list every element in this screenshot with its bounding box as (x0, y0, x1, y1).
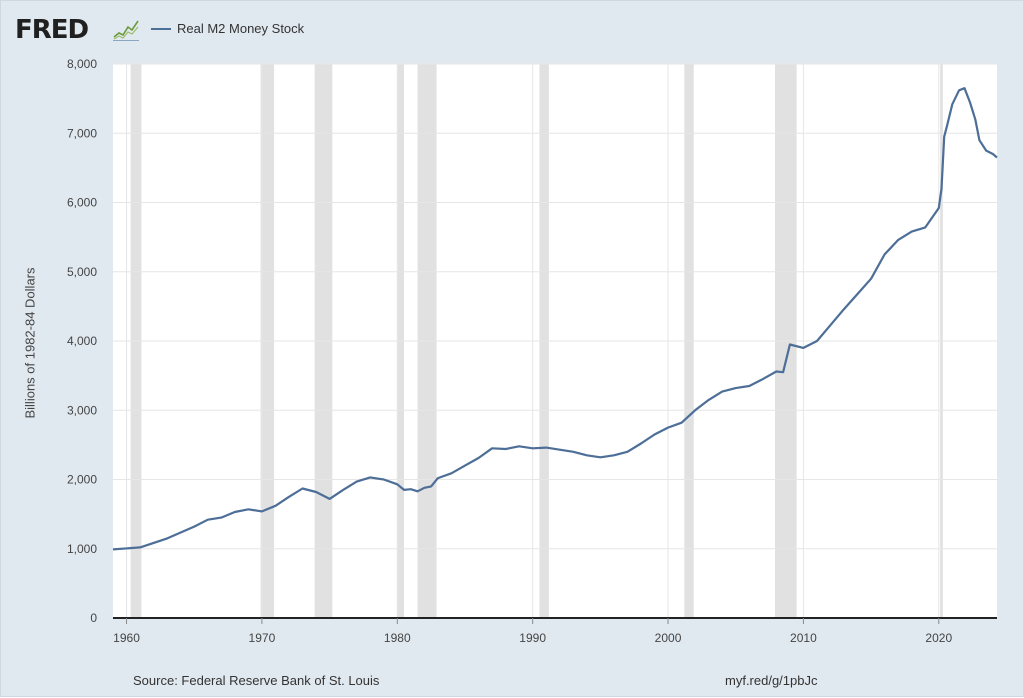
x-tick-label: 1960 (113, 631, 140, 645)
legend-swatch (151, 27, 171, 30)
y-tick-label: 2,000 (67, 473, 97, 487)
x-tick-label: 2010 (790, 631, 817, 645)
y-tick-label: 3,000 (67, 403, 97, 417)
y-tick-label: 0 (90, 611, 97, 625)
x-tick-label: 1980 (384, 631, 411, 645)
fred-logo[interactable]: FRED (15, 15, 89, 45)
short-link[interactable]: myf.red/g/1pbJc (725, 673, 818, 688)
x-tick-label: 1990 (519, 631, 546, 645)
legend-series-label: Real M2 Money Stock (177, 21, 305, 36)
y-tick-label: 7,000 (67, 126, 97, 140)
series-line-real-m2 (112, 87, 998, 551)
y-tick-label: 4,000 (67, 334, 97, 348)
source-note: Source: Federal Reserve Bank of St. Loui… (133, 673, 380, 688)
chart-legend[interactable]: Real M2 Money Stock (151, 21, 304, 36)
y-axis-label: Billions of 1982-84 Dollars (22, 267, 38, 419)
fred-chart-logo-icon (113, 20, 139, 41)
x-tick-label: 1970 (249, 631, 276, 645)
y-tick-label: 6,000 (67, 196, 97, 210)
x-tick-label: 2000 (655, 631, 682, 645)
y-tick-label: 8,000 (67, 57, 97, 71)
y-tick-label: 5,000 (67, 265, 97, 279)
x-tick-label: 2020 (925, 631, 952, 645)
y-tick-label: 1,000 (67, 542, 97, 556)
